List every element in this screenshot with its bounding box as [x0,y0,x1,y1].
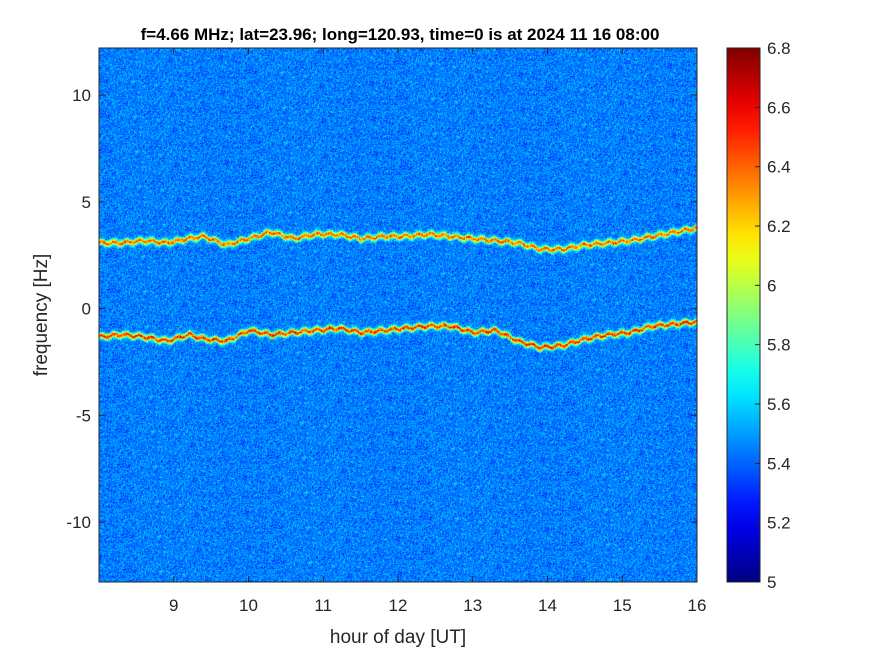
x-tick-label: 14 [538,596,557,615]
x-axis: 9 10 11 12 13 14 15 16 [169,48,706,615]
colorbar-frame [726,47,761,583]
x-tick-label: 16 [688,596,707,615]
colorbar-ticks: 5 5.2 5.4 5.6 5.8 6 6.2 6.4 6.6 6.8 [755,39,791,592]
x-axis-label: hour of day [UT] [330,627,466,648]
heatmap-image [99,48,697,582]
colorbar-tick-label: 5.2 [767,514,791,533]
y-tick-label: 0 [82,300,91,319]
colorbar-tick-label: 6.8 [767,39,791,58]
colorbar-tick-label: 6 [767,276,776,295]
y-tick-label: 5 [82,193,91,212]
colorbar-tick-label: 5.4 [767,454,791,473]
x-tick-label: 10 [239,596,258,615]
colorbar-tick-label: 5.6 [767,395,791,414]
y-axis-label: frequency [Hz] [31,254,52,377]
colorbar-tick-label: 6.2 [767,217,791,236]
y-tick-label: 10 [72,86,91,105]
y-tick-label: -5 [76,406,91,425]
colorbar-gradient [727,48,760,582]
colorbar-tick-label: 6.6 [767,98,791,117]
x-tick-label: 9 [169,596,178,615]
x-tick-label: 12 [389,596,408,615]
y-axis: -10 -5 0 5 10 [66,86,697,532]
y-tick-label: -10 [66,513,91,532]
colorbar-tick-label: 5.8 [767,336,791,355]
chart-title: f=4.66 MHz; lat=23.96; long=120.93, time… [141,25,660,44]
colorbar: 5 5.2 5.4 5.6 5.8 6 6.2 6.4 6.6 6.8 [726,39,791,592]
colorbar-tick-label: 6.4 [767,158,791,177]
x-tick-label: 15 [613,596,632,615]
colorbar-tick-label: 5 [767,573,776,592]
x-tick-label: 13 [463,596,482,615]
x-tick-label: 11 [314,596,332,615]
